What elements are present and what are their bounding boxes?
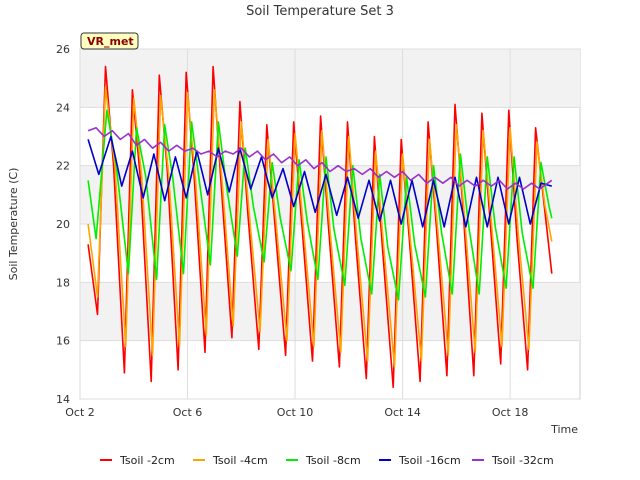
y-tick-label: 14 bbox=[56, 393, 70, 406]
series-line bbox=[87, 127, 553, 190]
y-tick-label: 24 bbox=[56, 101, 70, 114]
x-axis-label: Time bbox=[550, 423, 578, 436]
x-tick-label: Oct 14 bbox=[384, 406, 421, 419]
y-tick-label: 18 bbox=[56, 276, 70, 289]
station-badge-label: VR_met bbox=[87, 35, 134, 48]
x-tick-labels: Oct 2 Oct 6 Oct 10 Oct 14 Oct 18 bbox=[65, 406, 528, 419]
y-tick-labels: 14 16 18 20 22 24 26 bbox=[56, 43, 70, 406]
x-tick-label: Oct 10 bbox=[277, 406, 314, 419]
x-tick-label: Oct 6 bbox=[173, 406, 203, 419]
legend-label: Tsoil -8cm bbox=[305, 454, 361, 467]
legend: Tsoil -2cm Tsoil -4cm Tsoil -8cm Tsoil -16c… bbox=[100, 454, 554, 467]
grid-band bbox=[80, 49, 580, 108]
x-tick-label: Oct 2 bbox=[65, 406, 95, 419]
station-badge-box bbox=[80, 32, 139, 50]
y-tick-label: 20 bbox=[56, 218, 70, 231]
series-line bbox=[87, 109, 553, 301]
y-tick-label: 22 bbox=[56, 160, 70, 173]
series-layer bbox=[87, 65, 553, 389]
legend-label: Tsoil -2cm bbox=[119, 454, 175, 467]
legend-label: Tsoil -4cm bbox=[212, 454, 268, 467]
y-tick-label: 26 bbox=[56, 43, 70, 56]
grid-bands bbox=[80, 49, 580, 341]
legend-label: Tsoil -16cm bbox=[398, 454, 461, 467]
chart-title: Soil Temperature Set 3 bbox=[246, 4, 394, 19]
legend-label: Tsoil -32cm bbox=[491, 454, 554, 467]
y-axis-label: Soil Temperature (C) bbox=[7, 168, 20, 281]
y-tick-label: 16 bbox=[56, 335, 70, 348]
station-badge: VR_met bbox=[80, 32, 139, 50]
x-tick-label: Oct 18 bbox=[492, 406, 529, 419]
